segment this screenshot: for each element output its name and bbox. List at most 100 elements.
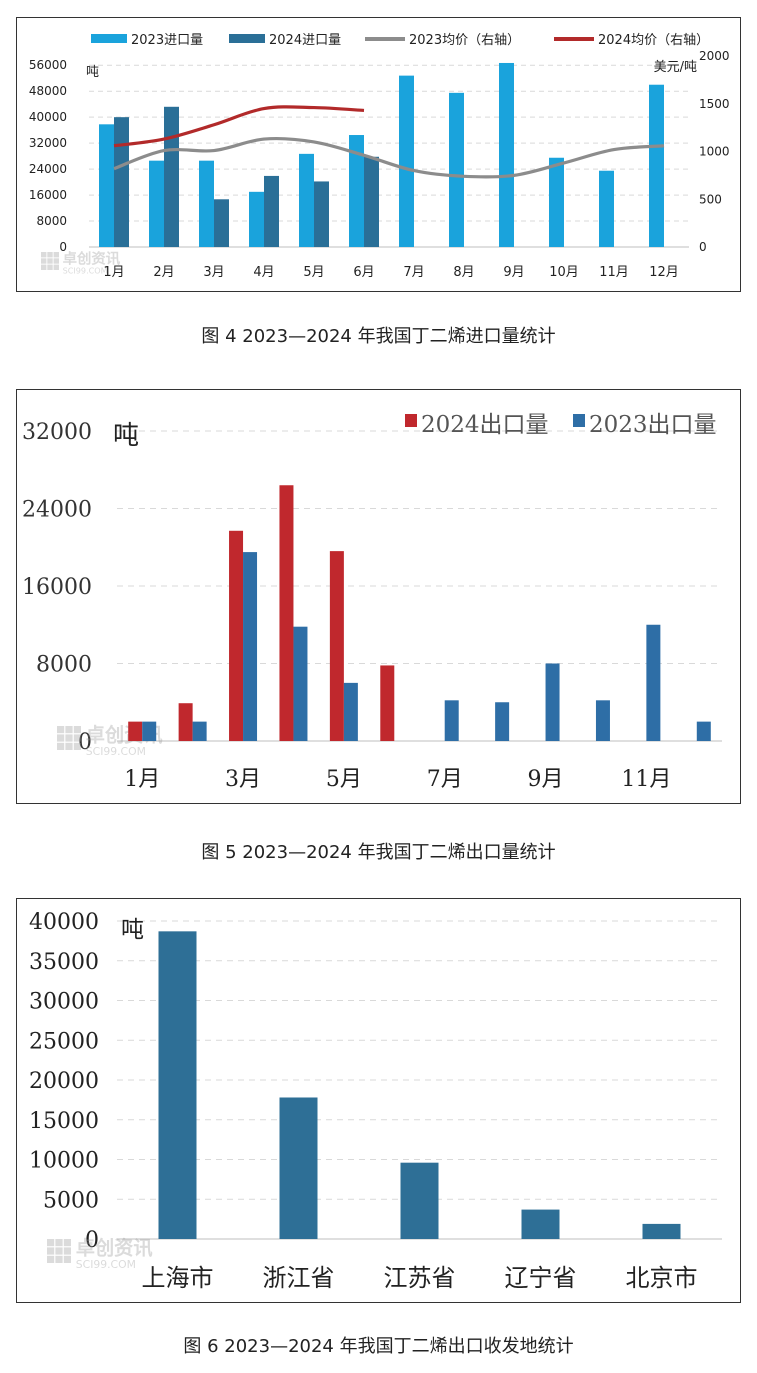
bar-2023: [149, 160, 164, 247]
y-axis-unit: 吨: [121, 917, 144, 943]
chart-fig6: 0 5000 10000 15000 20000 25000 30000 35000 40000…: [29, 910, 722, 1292]
bar-2023: [549, 157, 564, 247]
y-tick-label: 5000: [43, 1188, 99, 1213]
bar-2023: [595, 700, 610, 741]
bar-2023: [99, 124, 114, 247]
watermark-logo-square: [57, 742, 65, 750]
watermark-logo-square: [47, 1255, 55, 1263]
bar: [158, 931, 197, 1239]
x-tick-label: 3月: [203, 265, 224, 280]
bar-2023: [649, 84, 664, 247]
x-tick-label: 3月: [225, 767, 261, 792]
bar-2024: [364, 156, 379, 247]
x-tick-label: 1月: [124, 767, 160, 792]
legend-swatch: [405, 414, 417, 427]
bar-2023: [696, 721, 711, 741]
legend-swatch: [229, 34, 265, 43]
bar: [642, 1223, 681, 1239]
chart-frame-fig6: 0 5000 10000 15000 20000 25000 30000 35000 40000…: [16, 898, 741, 1303]
watermark-logo-square: [41, 264, 47, 270]
x-tick-label: 2月: [153, 265, 174, 280]
x-tick-label: 上海市: [142, 1264, 214, 1292]
watermark-logo-square: [63, 1255, 71, 1263]
x-tick-label: 9月: [503, 265, 524, 280]
bar-2023: [444, 700, 459, 741]
legend-label: 2024均价（右轴）: [598, 33, 709, 48]
watermark-logo-square: [53, 258, 59, 264]
x-tick-label: 1月: [103, 265, 124, 280]
y-tick-label: 32000: [29, 136, 67, 150]
y-tick-label: 30000: [29, 990, 99, 1015]
bar-2023: [545, 663, 560, 741]
watermark-logo-square: [53, 252, 59, 258]
watermark-logo-square: [63, 1239, 71, 1247]
y-axis-unit: 吨: [113, 421, 139, 451]
legend-label: 2023均价（右轴）: [409, 33, 520, 48]
y-tick-label: 16000: [22, 575, 92, 600]
y-tick-label: 20000: [29, 1069, 99, 1094]
legend-swatch: [573, 414, 585, 427]
y2-tick-label: 1500: [699, 97, 730, 111]
x-tick-label: 7月: [427, 767, 463, 792]
watermark-url: SCI99.COM: [63, 266, 108, 276]
watermark-logo-square: [65, 734, 73, 742]
y-tick-label: 0: [78, 730, 92, 755]
bar-2024: [264, 175, 279, 247]
y-tick-label: 48000: [29, 84, 67, 98]
y-tick-label: 8000: [36, 214, 67, 228]
watermark-logo-square: [41, 258, 47, 264]
x-tick-label: 辽宁省: [505, 1264, 577, 1292]
y2-tick-label: 500: [699, 192, 722, 206]
x-tick-label: 7月: [403, 265, 424, 280]
legend-swatch: [91, 34, 127, 43]
bar-2023: [192, 721, 207, 741]
caption-fig6: 图 6 2023—2024 年我国丁二烯出口收发地统计: [183, 1336, 574, 1357]
watermark-logo-square: [57, 726, 65, 734]
y-tick-label: 24000: [22, 498, 92, 523]
x-tick-label: 10月: [549, 265, 579, 280]
watermark-logo-square: [47, 258, 53, 264]
bar-2024: [214, 199, 229, 247]
watermark-logo-square: [73, 742, 81, 750]
bar: [521, 1209, 560, 1239]
bar-2023: [599, 170, 614, 247]
bar-2023: [293, 626, 308, 741]
watermark-text: 卓创资讯: [63, 250, 121, 268]
watermark-text: 卓创资讯: [76, 1237, 153, 1260]
bar-2024: [229, 530, 244, 741]
watermark-logo-square: [65, 726, 73, 734]
watermark-logo-square: [55, 1247, 63, 1255]
line-series-2023-price: [113, 136, 665, 179]
watermark-logo-square: [57, 734, 65, 742]
watermark-logo-square: [47, 252, 53, 258]
y-tick-label: 8000: [36, 653, 92, 678]
y2-tick-label: 2000: [699, 49, 730, 63]
watermark-logo-square: [41, 252, 47, 258]
bar-2023: [142, 721, 157, 741]
x-tick-label: 5月: [303, 265, 324, 280]
bar-2023: [249, 191, 264, 247]
bar-2023: [499, 62, 514, 248]
x-tick-label: 11月: [621, 767, 671, 792]
bar-2024: [114, 117, 129, 247]
legend-label: 2024出口量: [421, 412, 549, 438]
y-tick-label: 0: [85, 1228, 99, 1253]
bar-2024: [164, 106, 179, 247]
y-tick-label: 24000: [29, 162, 67, 176]
bar-2023: [399, 75, 414, 247]
y-tick-label: 32000: [22, 420, 92, 445]
watermark-url: SCI99.COM: [86, 745, 146, 758]
x-tick-label: 浙江省: [263, 1264, 335, 1292]
x-tick-label: 4月: [253, 265, 274, 280]
x-tick-label: 6月: [353, 265, 374, 280]
chart-frame-fig4: 0 8000 16000 24000 32000 40000 48000 56000 0 500 1…: [16, 17, 741, 292]
caption-fig4: 图 4 2023—2024 年我国丁二烯进口量统计: [201, 326, 556, 347]
watermark-logo-square: [63, 1247, 71, 1255]
bar-2024: [314, 181, 329, 247]
caption-fig5: 图 5 2023—2024 年我国丁二烯出口量统计: [201, 842, 556, 863]
y-tick-label: 10000: [29, 1149, 99, 1174]
x-tick-label: 12月: [649, 265, 679, 280]
bar-2023: [299, 153, 314, 247]
